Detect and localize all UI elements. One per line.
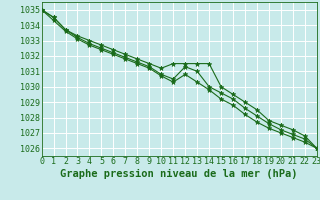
X-axis label: Graphe pression niveau de la mer (hPa): Graphe pression niveau de la mer (hPa) (60, 169, 298, 179)
